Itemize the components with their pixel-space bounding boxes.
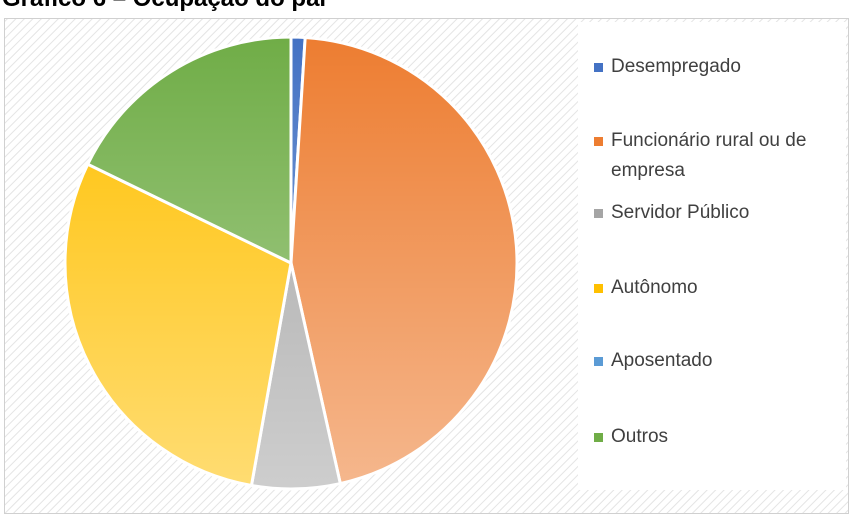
legend-swatch xyxy=(594,209,603,218)
legend-swatch xyxy=(594,137,603,146)
legend-swatch xyxy=(594,284,603,293)
legend-label: Outros xyxy=(611,426,669,447)
legend: Desempregado Funcionário rural ou de empr… xyxy=(578,22,846,490)
legend-item: Funcionário rural ou de empresa xyxy=(594,126,844,186)
chart-frame xyxy=(4,18,849,514)
legend-item: Autônomo xyxy=(594,273,844,303)
legend-label: Funcionário rural ou de empresa xyxy=(611,130,807,181)
legend-item: Desempregado xyxy=(594,52,844,82)
legend-label: Autônomo xyxy=(611,277,698,298)
legend-swatch xyxy=(594,357,603,366)
legend-swatch xyxy=(594,433,603,442)
legend-swatch xyxy=(594,63,603,72)
legend-item: Servidor Público xyxy=(594,198,844,228)
legend-item: Aposentado xyxy=(594,346,844,376)
legend-label: Desempregado xyxy=(611,56,741,77)
legend-item: Outros xyxy=(594,422,844,452)
chart-title: Gráfico 6 – Ocupação do pai xyxy=(2,0,326,13)
legend-label: Aposentado xyxy=(611,350,713,371)
legend-label: Servidor Público xyxy=(611,202,750,223)
